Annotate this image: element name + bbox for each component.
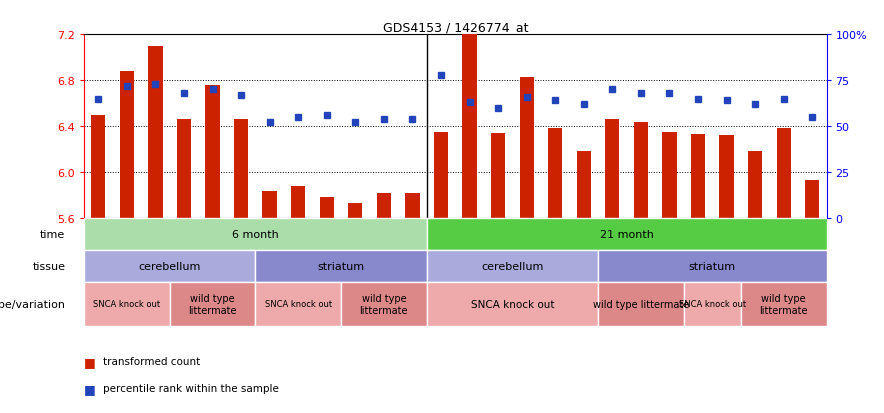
Bar [427,250,598,282]
Bar [741,282,827,326]
Title: GDS4153 / 1426774_at: GDS4153 / 1426774_at [383,21,528,34]
Text: wild type
littermate: wild type littermate [188,294,237,315]
Text: wild type
littermate: wild type littermate [759,294,808,315]
Text: SNCA knock out: SNCA knock out [470,299,554,309]
Bar [263,191,277,218]
Text: genotype/variation: genotype/variation [0,299,65,309]
Bar [91,115,105,218]
Bar [170,282,255,326]
Bar [606,120,620,218]
Bar [255,282,341,326]
Text: SNCA knock out: SNCA knock out [679,300,746,309]
Text: wild type
littermate: wild type littermate [360,294,408,315]
Text: ■: ■ [84,355,95,368]
Bar [320,198,334,218]
Bar [119,72,134,218]
Text: percentile rank within the sample: percentile rank within the sample [103,383,279,393]
Bar [598,282,683,326]
Bar [720,136,734,218]
Text: 6 month: 6 month [232,230,278,240]
Text: SNCA knock out: SNCA knock out [264,300,332,309]
Bar [598,250,827,282]
Bar [348,204,362,218]
Bar [427,282,598,326]
Bar [234,120,248,218]
Bar [576,152,591,218]
Bar [548,129,562,218]
Bar [634,122,648,218]
Bar [434,133,448,218]
Text: striatum: striatum [317,261,364,271]
Text: transformed count: transformed count [103,356,201,366]
Bar [520,78,534,218]
Bar [405,193,420,218]
Text: cerebellum: cerebellum [481,261,544,271]
Text: cerebellum: cerebellum [139,261,201,271]
Text: tissue: tissue [33,261,65,271]
Bar [205,85,219,218]
Bar [683,282,741,326]
Bar [84,218,427,250]
Bar [149,47,163,218]
Bar [84,282,170,326]
Bar [177,120,191,218]
Bar [341,282,427,326]
Bar [491,134,506,218]
Bar [462,35,476,218]
Text: SNCA knock out: SNCA knock out [93,300,160,309]
Bar [805,181,819,218]
Text: ■: ■ [84,382,95,395]
Bar [255,250,427,282]
Text: 21 month: 21 month [599,230,653,240]
Bar [776,129,791,218]
Bar [377,193,391,218]
Bar [84,250,255,282]
Bar [691,135,705,218]
Bar [427,218,827,250]
Text: time: time [40,230,65,240]
Bar [291,187,305,218]
Text: striatum: striatum [689,261,735,271]
Bar [748,152,762,218]
Bar [662,133,676,218]
Text: wild type littermate: wild type littermate [593,299,689,309]
